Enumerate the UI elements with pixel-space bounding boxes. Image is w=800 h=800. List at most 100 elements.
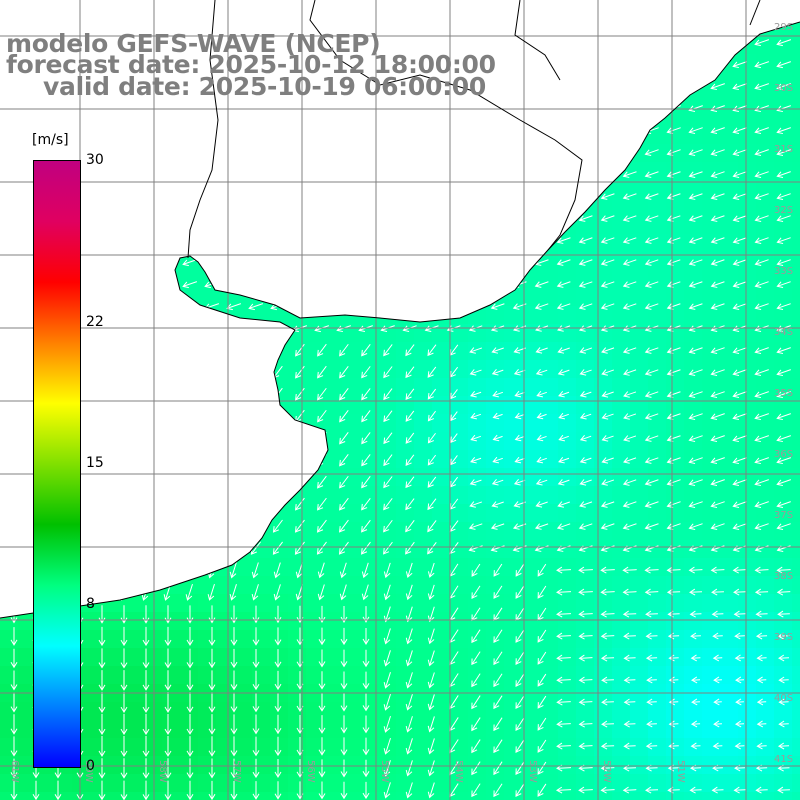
wind-arrow xyxy=(578,281,593,288)
wind-arrow xyxy=(776,501,791,509)
wind-arrow xyxy=(383,519,393,533)
wind-arrow xyxy=(450,455,458,466)
wind-arrow xyxy=(493,783,503,798)
wind-arrow xyxy=(732,127,747,135)
wind-arrow xyxy=(690,632,701,640)
wind-arrow xyxy=(405,366,415,379)
lat-label: 35S xyxy=(774,388,793,399)
wind-arrow xyxy=(754,303,769,310)
wind-arrow xyxy=(339,475,349,489)
wind-arrow xyxy=(186,758,194,779)
wind-arrow xyxy=(710,215,725,222)
wind-arrow xyxy=(578,610,593,618)
wind-arrow xyxy=(733,610,746,618)
wind-arrow xyxy=(340,737,348,756)
lon-label: 52W xyxy=(601,760,612,783)
wind-arrow xyxy=(493,761,503,776)
wind-arrow xyxy=(536,434,547,442)
wind-arrow xyxy=(491,479,504,486)
wind-arrow xyxy=(623,720,636,728)
wind-arrow xyxy=(230,627,238,646)
wind-arrow xyxy=(644,259,659,266)
wind-arrow xyxy=(732,435,747,443)
wind-arrow xyxy=(274,758,282,778)
wind-arrow xyxy=(405,498,415,511)
wind-arrow xyxy=(142,758,150,779)
wind-arrow xyxy=(754,193,769,200)
wind-arrow xyxy=(450,411,458,422)
wind-arrow xyxy=(776,391,791,399)
wind-arrow xyxy=(362,759,370,778)
wind-arrow xyxy=(142,780,150,800)
wind-arrow xyxy=(339,365,349,379)
wind-arrow xyxy=(555,786,572,794)
wind-arrow xyxy=(274,692,282,713)
wind-arrow xyxy=(556,588,572,596)
wind-arrow xyxy=(644,149,659,156)
wind-arrow xyxy=(732,61,748,69)
wind-arrow xyxy=(340,693,348,712)
wind-arrow xyxy=(644,171,659,178)
wind-arrow xyxy=(340,627,348,646)
wind-arrow xyxy=(405,782,413,799)
wind-arrow xyxy=(644,347,659,354)
wind-arrow xyxy=(186,714,194,735)
wind-arrow xyxy=(383,715,391,733)
wind-arrow xyxy=(710,566,725,574)
wind-arrow xyxy=(208,736,216,757)
wind-arrow xyxy=(735,676,744,684)
wind-arrow xyxy=(362,606,370,623)
wind-arrow xyxy=(182,259,198,267)
wind-arrow xyxy=(491,501,504,508)
wind-arrow xyxy=(556,698,571,706)
lon-label: 55W xyxy=(379,760,390,783)
wind-arrow xyxy=(754,566,769,574)
wind-arrow xyxy=(578,698,593,706)
wind-arrow xyxy=(710,347,725,354)
wind-arrow xyxy=(556,742,571,750)
wind-arrow xyxy=(120,758,128,779)
wind-arrow xyxy=(644,281,659,288)
lat-label: 38S xyxy=(774,571,793,582)
forecast-date: forecast date: 2025-10-12 18:00:00 xyxy=(6,50,496,79)
wind-arrow xyxy=(578,742,593,750)
wind-arrow xyxy=(600,501,615,508)
wind-arrow xyxy=(710,259,725,266)
wind-arrow xyxy=(208,648,216,669)
wind-arrow xyxy=(734,632,745,640)
wind-arrow xyxy=(666,215,681,222)
wind-arrow xyxy=(732,479,747,487)
wind-arrow xyxy=(513,478,526,486)
wind-arrow xyxy=(690,742,701,750)
wind-arrow xyxy=(600,566,615,574)
wind-arrow xyxy=(644,193,659,200)
wind-arrow xyxy=(164,736,172,757)
wind-arrow xyxy=(688,523,703,530)
wind-arrow xyxy=(317,409,327,423)
wind-arrow xyxy=(383,782,391,799)
wind-arrow xyxy=(383,541,393,555)
wind-arrow xyxy=(427,694,435,711)
lat-label: 30S xyxy=(774,83,793,94)
wind-arrow xyxy=(732,259,747,266)
wind-arrow xyxy=(405,520,415,533)
wind-arrow xyxy=(405,606,413,623)
wind-arrow xyxy=(776,347,791,355)
wind-arrow xyxy=(688,127,703,135)
wind-arrow xyxy=(252,627,260,646)
lon-label: 53W xyxy=(527,760,538,783)
wind-arrow xyxy=(557,501,570,508)
wind-arrow xyxy=(776,413,791,421)
wind-arrow xyxy=(600,654,615,662)
wind-arrow xyxy=(317,584,325,601)
wind-arrow xyxy=(405,628,413,645)
wind-arrow xyxy=(688,566,703,574)
wind-arrow xyxy=(600,281,615,288)
wind-arrow xyxy=(491,369,504,376)
wind-arrow xyxy=(186,780,194,800)
wind-arrow xyxy=(273,562,281,579)
wind-arrow xyxy=(623,435,637,442)
wind-arrow xyxy=(339,388,349,401)
wind-arrow xyxy=(10,758,18,779)
wind-arrow xyxy=(645,610,658,618)
